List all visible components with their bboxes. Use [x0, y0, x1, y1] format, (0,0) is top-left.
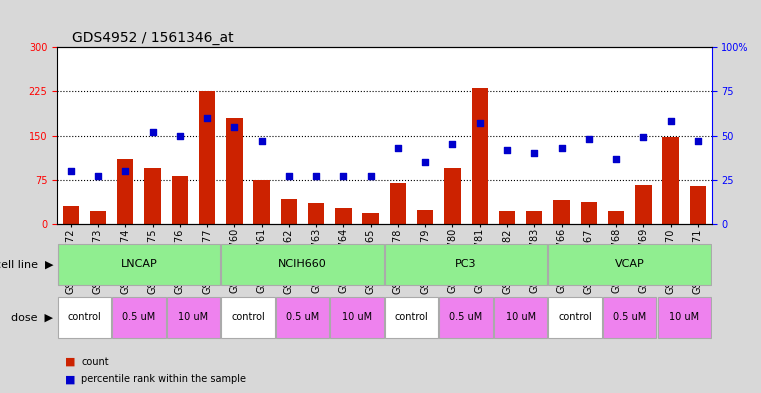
Bar [417, 210, 434, 224]
Bar [58, 297, 111, 338]
Bar [658, 297, 711, 338]
Bar [308, 204, 324, 224]
Bar [553, 200, 570, 224]
Point [637, 134, 649, 140]
Bar [145, 168, 161, 224]
Point [228, 123, 240, 130]
Bar [281, 199, 297, 224]
Bar [253, 180, 269, 224]
Text: control: control [395, 312, 428, 322]
Point [201, 115, 213, 121]
Point [501, 147, 513, 153]
Bar [390, 183, 406, 224]
Point [174, 132, 186, 139]
Bar [581, 202, 597, 224]
Point [556, 145, 568, 151]
Text: GDS4952 / 1561346_at: GDS4952 / 1561346_at [72, 31, 234, 45]
Point [92, 173, 104, 179]
Point [419, 159, 431, 165]
Bar [62, 206, 79, 224]
Point [283, 173, 295, 179]
Bar [499, 211, 515, 224]
Text: PC3: PC3 [455, 259, 477, 269]
Point [65, 168, 77, 174]
Bar [603, 297, 657, 338]
Point [146, 129, 158, 135]
Text: control: control [231, 312, 265, 322]
Bar [472, 88, 488, 224]
Bar [275, 297, 330, 338]
Text: VCAP: VCAP [615, 259, 645, 269]
Point [119, 168, 132, 174]
Bar [362, 213, 379, 224]
Point [664, 118, 677, 125]
Point [365, 173, 377, 179]
Bar [199, 91, 215, 224]
Bar [330, 297, 384, 338]
Point [337, 173, 349, 179]
Bar [662, 137, 679, 224]
Bar [112, 297, 166, 338]
Text: control: control [559, 312, 592, 322]
Point [583, 136, 595, 142]
Point [256, 138, 268, 144]
Bar [549, 244, 711, 285]
Text: NCIH660: NCIH660 [278, 259, 327, 269]
Bar [439, 297, 493, 338]
Bar [385, 297, 438, 338]
Text: 10 uM: 10 uM [342, 312, 372, 322]
Point [692, 138, 704, 144]
Bar [58, 244, 220, 285]
Bar [90, 211, 106, 224]
Bar [494, 297, 547, 338]
Point [610, 155, 622, 162]
Text: cell line  ▶: cell line ▶ [0, 259, 53, 269]
Bar [335, 208, 352, 224]
Text: LNCAP: LNCAP [120, 259, 158, 269]
Text: count: count [81, 356, 109, 367]
Text: ■: ■ [65, 356, 75, 367]
Text: control: control [68, 312, 101, 322]
Text: 0.5 uM: 0.5 uM [286, 312, 319, 322]
Text: ■: ■ [65, 374, 75, 384]
Text: 0.5 uM: 0.5 uM [450, 312, 482, 322]
Point [528, 150, 540, 156]
Bar [549, 297, 602, 338]
Point [392, 145, 404, 151]
Text: dose  ▶: dose ▶ [11, 312, 53, 322]
Bar [226, 118, 243, 224]
Text: 0.5 uM: 0.5 uM [123, 312, 155, 322]
Bar [385, 244, 547, 285]
Text: 10 uM: 10 uM [669, 312, 699, 322]
Point [310, 173, 322, 179]
Bar [635, 184, 651, 224]
Point [447, 141, 459, 147]
Bar [221, 297, 275, 338]
Bar [117, 159, 133, 224]
Text: percentile rank within the sample: percentile rank within the sample [81, 374, 247, 384]
Bar [221, 244, 384, 285]
Bar [689, 185, 706, 224]
Text: 10 uM: 10 uM [178, 312, 209, 322]
Bar [444, 168, 460, 224]
Text: 0.5 uM: 0.5 uM [613, 312, 646, 322]
Point [473, 120, 486, 127]
Bar [172, 176, 188, 224]
Bar [526, 211, 543, 224]
Bar [608, 211, 624, 224]
Bar [167, 297, 220, 338]
Text: 10 uM: 10 uM [505, 312, 536, 322]
